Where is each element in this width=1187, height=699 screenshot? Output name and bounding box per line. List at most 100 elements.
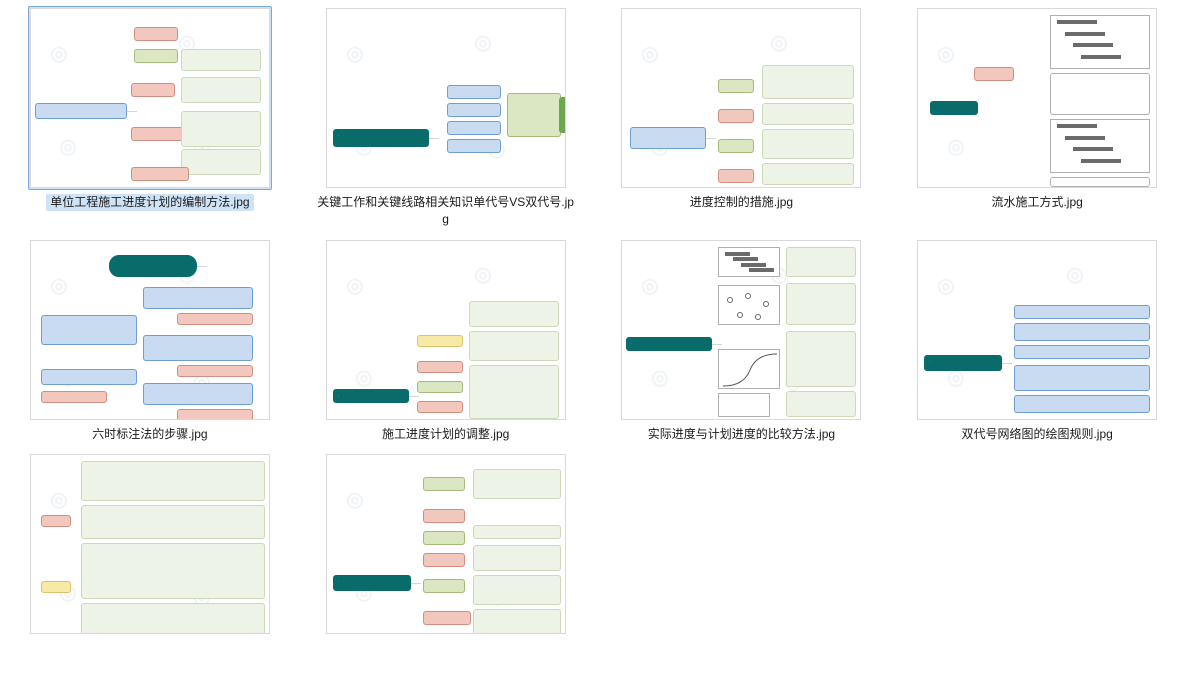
mindmap-node: .: [177, 365, 253, 377]
mindmap-node: .: [473, 469, 561, 499]
mindmap-node: .: [1014, 345, 1150, 359]
mini-chart: [718, 285, 780, 325]
file-name-label: 双代号网络图的绘图规则.jpg: [961, 426, 1112, 443]
mindmap-node: .: [762, 103, 854, 125]
thumbnail[interactable]: ◎◎◎◎..........: [28, 6, 272, 190]
mindmap-node: .: [469, 331, 559, 361]
mindmap-root: .: [35, 103, 127, 119]
file-name-label: 流水施工方式.jpg: [991, 194, 1082, 211]
mindmap-node: .: [718, 139, 754, 153]
file-name-label: 关键工作和关键线路相关知识单代号VS双代号.jpg: [316, 194, 576, 228]
thumbnail-grid: ◎◎◎◎..........单位工程施工进度计划的编制方法.jpg◎◎◎◎...…: [0, 0, 1187, 648]
mindmap-node: .: [143, 287, 253, 309]
mindmap-root: .: [109, 255, 197, 277]
mindmap-node: .: [417, 381, 463, 393]
mindmap-node: .: [181, 49, 261, 71]
mindmap-node: .: [417, 401, 463, 413]
mindmap-root: .: [333, 129, 429, 147]
mindmap-node: .: [131, 83, 175, 97]
mini-chart: [718, 393, 770, 417]
mindmap-node: .: [1014, 395, 1150, 413]
mindmap-node: .: [81, 543, 265, 599]
mindmap-node: .: [473, 525, 561, 539]
mindmap-node: .: [762, 129, 854, 159]
thumbnail[interactable]: ◎◎◎◎......: [28, 452, 272, 636]
mindmap-node: .: [507, 93, 561, 137]
mindmap-node: .: [423, 531, 465, 545]
thumbnail[interactable]: ◎◎◎◎....: [915, 6, 1159, 190]
file-item[interactable]: ◎◎◎◎.....实际进度与计划进度的比较方法.jpg: [594, 236, 890, 451]
file-item[interactable]: ◎◎◎◎......... 进度控制的措施.jpg: [594, 4, 890, 236]
mini-chart: [1050, 119, 1150, 173]
mindmap-node: .: [447, 85, 501, 99]
mindmap-node: .: [181, 111, 261, 147]
mindmap-node: .: [134, 49, 178, 63]
mindmap-node: .: [177, 313, 253, 325]
file-item[interactable]: ◎◎◎◎....... 关键工作和关键线路相关知识单代号VS双代号.jpg: [298, 4, 594, 236]
thumbnail[interactable]: ◎◎◎◎............: [324, 452, 568, 636]
mindmap-node: .: [41, 391, 107, 403]
file-item[interactable]: ◎◎◎◎......: [2, 450, 298, 644]
mindmap-root: .: [333, 389, 409, 403]
file-name-label: 六时标注法的步骤.jpg: [92, 426, 207, 443]
mindmap-node: .: [41, 515, 71, 527]
mindmap-node: .: [1050, 177, 1150, 187]
mindmap-node: .: [417, 335, 463, 347]
mindmap-node: .: [41, 581, 71, 593]
mini-chart: [718, 349, 780, 389]
mindmap-node: .: [718, 109, 754, 123]
file-item[interactable]: ◎◎◎◎.......... 六时标注法的步骤.jpg: [2, 236, 298, 451]
mindmap-node: .: [81, 461, 265, 501]
mindmap-node: .: [1050, 73, 1150, 115]
mindmap-node: .: [143, 335, 253, 361]
mindmap-node: .: [447, 139, 501, 153]
thumbnail[interactable]: ◎◎◎◎........: [324, 238, 568, 422]
mindmap-root: .: [626, 337, 712, 351]
mindmap-node: .: [469, 301, 559, 327]
file-name-label: 进度控制的措施.jpg: [690, 194, 793, 211]
mindmap-node: .: [41, 369, 137, 385]
mindmap-node: .: [1014, 323, 1150, 341]
mindmap-node: .: [473, 545, 561, 571]
mindmap-node: .: [131, 167, 189, 181]
thumbnail[interactable]: ◎◎◎◎.....: [619, 238, 863, 422]
thumbnail[interactable]: ◎◎◎◎.........: [619, 6, 863, 190]
mindmap-node: .: [423, 579, 465, 593]
file-item[interactable]: ◎◎◎◎............: [298, 450, 594, 644]
mindmap-node: .: [447, 121, 501, 135]
mindmap-node: .: [786, 247, 856, 277]
thumbnail[interactable]: ◎◎◎◎......: [915, 238, 1159, 422]
mindmap-node: .: [1014, 365, 1150, 391]
mindmap-node: .: [786, 331, 856, 387]
thumbnail[interactable]: ◎◎◎◎.......: [324, 6, 568, 190]
mindmap-node: .: [786, 283, 856, 325]
mindmap-node: .: [81, 505, 265, 539]
mindmap-root: .: [924, 355, 1002, 371]
mindmap-node: .: [974, 67, 1014, 81]
file-item[interactable]: ◎◎◎◎.......... 单位工程施工进度计划的编制方法.jpg: [2, 4, 298, 236]
file-item[interactable]: ◎◎◎◎.... 流水施工方式.jpg: [889, 4, 1185, 236]
mindmap-root: .: [630, 127, 706, 149]
mindmap-node: .: [762, 163, 854, 185]
mindmap-node: .: [181, 149, 261, 175]
mindmap-node: .: [473, 575, 561, 605]
thumbnail[interactable]: ◎◎◎◎..........: [28, 238, 272, 422]
mindmap-node: .: [81, 603, 265, 634]
mindmap-node: .: [469, 365, 559, 419]
file-name-label: 单位工程施工进度计划的编制方法.jpg: [46, 194, 253, 211]
mini-chart: [718, 247, 780, 277]
file-item[interactable]: ◎◎◎◎...... 双代号网络图的绘图规则.jpg: [889, 236, 1185, 451]
mini-chart: [1050, 15, 1150, 69]
mindmap-node: .: [1014, 305, 1150, 319]
mindmap-node: .: [423, 509, 465, 523]
mindmap-node: .: [181, 77, 261, 103]
mindmap-node: .: [762, 65, 854, 99]
mindmap-root: .: [333, 575, 411, 591]
mindmap-node: .: [417, 361, 463, 373]
mindmap-node: .: [423, 611, 471, 625]
mindmap-node: .: [423, 477, 465, 491]
file-item[interactable]: ◎◎◎◎........ 施工进度计划的调整.jpg: [298, 236, 594, 451]
mindmap-node: .: [423, 553, 465, 567]
mindmap-node: .: [786, 391, 856, 417]
file-name-label: 施工进度计划的调整.jpg: [382, 426, 509, 443]
